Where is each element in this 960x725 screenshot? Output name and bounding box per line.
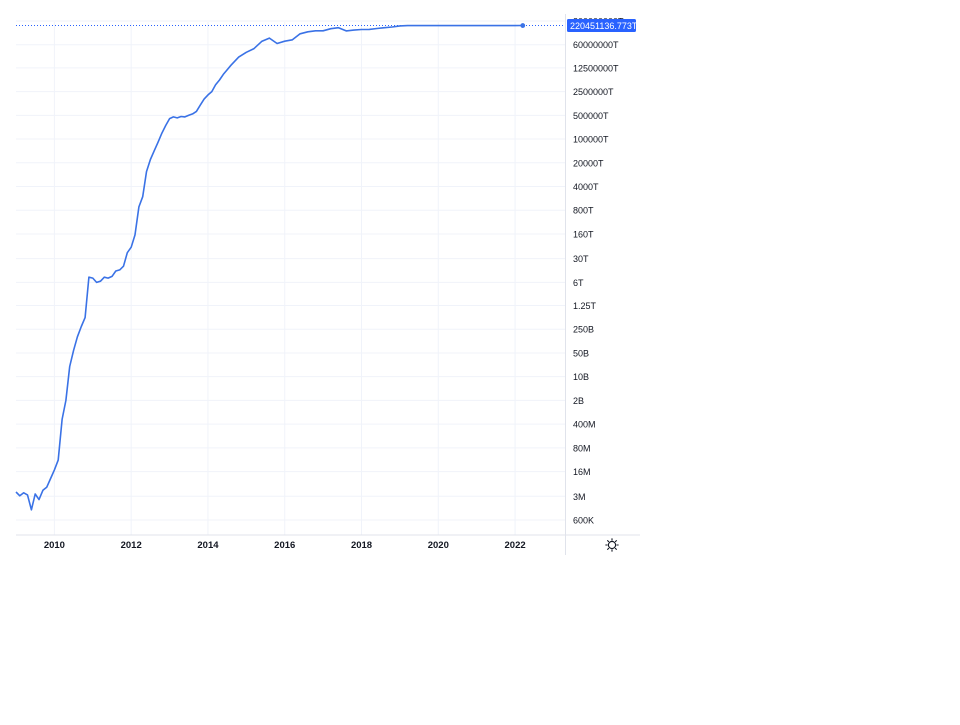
y-tick-label: 3M <box>573 492 586 502</box>
y-tick-label: 16M <box>573 467 591 477</box>
y-tick-label: 2B <box>573 396 584 406</box>
y-tick-label: 2500000T <box>573 87 614 97</box>
y-axis: 300000000T60000000T12500000T2500000T5000… <box>565 14 624 555</box>
y-tick-label: 1.25T <box>573 301 597 311</box>
y-tick-label: 10B <box>573 372 589 382</box>
y-tick-label: 60000000T <box>573 40 619 50</box>
gear-teeth <box>605 538 619 552</box>
y-tick-label: 160T <box>573 229 594 239</box>
x-tick-label: 2010 <box>44 540 65 551</box>
series <box>15 23 526 511</box>
y-tick-label: 800T <box>573 206 594 216</box>
x-tick-label: 2016 <box>274 540 295 551</box>
y-tick-label: 50B <box>573 348 589 358</box>
y-tick-label: 4000T <box>573 182 599 192</box>
y-tick-label: 600K <box>573 516 594 526</box>
y-tick-label: 400M <box>573 420 596 430</box>
grid <box>16 20 565 535</box>
y-tick-label: 6T <box>573 278 584 288</box>
series-line <box>15 24 523 511</box>
y-tick-label: 500000T <box>573 111 609 121</box>
last-value-badge-group: 220451136.773T <box>567 19 638 33</box>
y-tick-label: 12500000T <box>573 63 619 73</box>
x-tick-label: 2014 <box>197 540 219 551</box>
y-tick-label: 20000T <box>573 158 604 168</box>
last-value-badge <box>567 19 636 33</box>
gear-icon <box>607 540 617 550</box>
last-value-label: 220451136.773T <box>570 21 638 31</box>
y-tick-label: 100000T <box>573 135 609 145</box>
x-tick-label: 2020 <box>428 540 449 551</box>
x-tick-label: 2012 <box>121 540 142 551</box>
y-tick-label: 80M <box>573 443 591 453</box>
y-tick-label: 30T <box>573 254 589 264</box>
x-tick-label: 2022 <box>505 540 526 551</box>
x-axis: 2010 2012 2014 2016 2018 2020 2022 <box>16 534 640 551</box>
x-tick-label: 2018 <box>351 540 372 551</box>
y-tick-label: 250B <box>573 325 594 335</box>
settings-button[interactable] <box>605 538 619 552</box>
last-point <box>520 23 526 28</box>
